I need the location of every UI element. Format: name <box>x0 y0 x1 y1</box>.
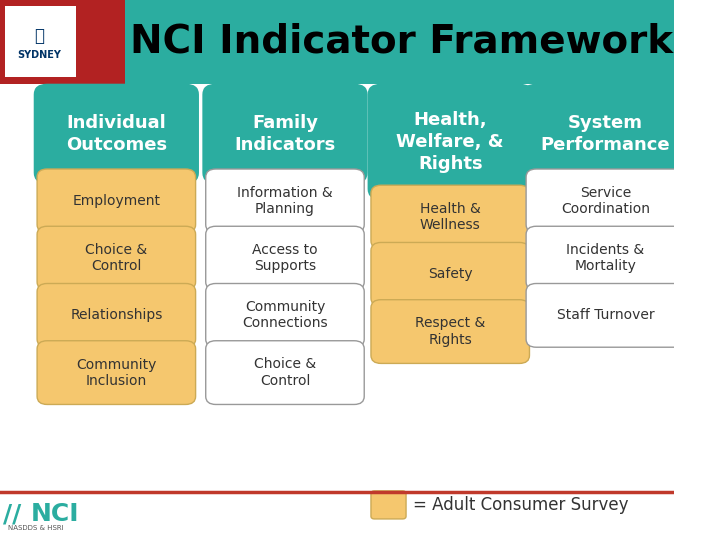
Text: Respect &
Rights: Respect & Rights <box>415 316 485 347</box>
Text: Health,
Welfare, &
Rights: Health, Welfare, & Rights <box>397 111 504 173</box>
FancyBboxPatch shape <box>202 84 368 184</box>
Text: NASDDS & HSRI: NASDDS & HSRI <box>8 525 63 531</box>
Text: System
Performance: System Performance <box>541 113 670 154</box>
Text: Employment: Employment <box>72 194 161 208</box>
Text: Choice &
Control: Choice & Control <box>254 357 316 388</box>
Text: Health &
Wellness: Health & Wellness <box>420 202 480 232</box>
FancyBboxPatch shape <box>523 84 688 184</box>
FancyBboxPatch shape <box>206 341 364 404</box>
Text: Access to
Supports: Access to Supports <box>252 243 318 273</box>
FancyBboxPatch shape <box>0 0 675 84</box>
Text: Information &
Planning: Information & Planning <box>237 186 333 216</box>
Text: Individual
Outcomes: Individual Outcomes <box>66 113 167 154</box>
Text: Family
Indicators: Family Indicators <box>234 113 336 154</box>
Text: Service
Coordination: Service Coordination <box>561 186 650 216</box>
Text: Choice &
Control: Choice & Control <box>85 243 148 273</box>
FancyBboxPatch shape <box>371 185 529 249</box>
Text: Incidents &
Mortality: Incidents & Mortality <box>567 243 644 273</box>
Text: 🛡: 🛡 <box>34 28 44 45</box>
FancyBboxPatch shape <box>37 341 196 404</box>
Text: Relationships: Relationships <box>70 308 163 322</box>
FancyBboxPatch shape <box>37 284 196 347</box>
FancyBboxPatch shape <box>5 6 76 77</box>
FancyBboxPatch shape <box>206 284 364 347</box>
Text: NCI Indicator Framework: NCI Indicator Framework <box>130 23 672 61</box>
FancyBboxPatch shape <box>526 169 685 233</box>
FancyBboxPatch shape <box>0 0 125 84</box>
FancyBboxPatch shape <box>371 300 529 363</box>
Text: Safety: Safety <box>428 267 472 281</box>
Text: Community
Connections: Community Connections <box>242 300 328 330</box>
FancyBboxPatch shape <box>206 226 364 290</box>
Text: SYDNEY: SYDNEY <box>17 50 61 60</box>
Text: Staff Turnover: Staff Turnover <box>557 308 654 322</box>
FancyBboxPatch shape <box>526 226 685 290</box>
FancyBboxPatch shape <box>371 242 529 306</box>
FancyBboxPatch shape <box>368 84 533 200</box>
FancyBboxPatch shape <box>37 226 196 290</box>
FancyBboxPatch shape <box>34 84 199 184</box>
Text: NCI: NCI <box>30 502 79 526</box>
Text: //: // <box>4 502 22 526</box>
FancyBboxPatch shape <box>371 491 406 519</box>
Text: = Adult Consumer Survey: = Adult Consumer Survey <box>413 496 629 514</box>
FancyBboxPatch shape <box>37 169 196 233</box>
FancyBboxPatch shape <box>526 284 685 347</box>
FancyBboxPatch shape <box>206 169 364 233</box>
Text: Community
Inclusion: Community Inclusion <box>76 357 156 388</box>
